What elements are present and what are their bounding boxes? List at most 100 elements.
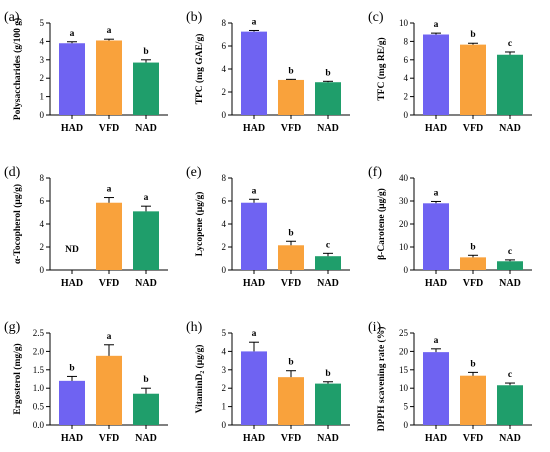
x-tick-label: HAD	[61, 433, 83, 444]
panel-label: (c)	[368, 10, 384, 25]
bar-vfd	[96, 40, 122, 116]
x-tick-label: HAD	[425, 123, 447, 134]
x-tick-label: HAD	[61, 123, 83, 134]
y-tick-label: 0	[40, 265, 45, 275]
x-tick-label: NAD	[499, 278, 521, 289]
y-tick-label: 0	[222, 265, 227, 275]
significance-letter: a	[434, 20, 439, 30]
significance-letter: a	[70, 29, 75, 39]
y-tick-label: 1	[40, 92, 45, 102]
significance-letter: b	[143, 47, 148, 57]
bar-vfd	[278, 245, 304, 270]
panel-label: (i)	[368, 320, 382, 335]
y-tick-label: 8	[222, 173, 227, 183]
y-tick-label: 2.0	[33, 346, 45, 356]
bar-nad	[315, 383, 341, 425]
y-tick-label: 8	[222, 18, 227, 28]
x-tick-label: NAD	[317, 433, 339, 444]
significance-letter: b	[325, 369, 330, 379]
x-tick-label: HAD	[61, 278, 83, 289]
bar-vfd	[96, 202, 122, 270]
panel-i: (i)DPPH scavening rate (%) 0 5 10 15 20 25 HAD a…	[368, 320, 532, 444]
y-tick-label: 15	[399, 365, 409, 375]
y-tick-label: 0	[404, 420, 409, 430]
significance-letter: c	[508, 370, 512, 380]
bar-vfd	[278, 377, 304, 425]
significance-letter: b	[325, 68, 330, 78]
significance-letter: b	[69, 363, 74, 373]
y-tick-label: 4	[404, 73, 409, 83]
significance-letter: b	[143, 375, 148, 385]
y-tick-label: 1.5	[33, 365, 45, 375]
x-tick-label: HAD	[243, 433, 265, 444]
significance-letter: b	[288, 228, 293, 238]
y-axis-label: TPC (mg GAE/g)	[194, 34, 205, 105]
y-tick-label: 6	[404, 55, 409, 65]
x-tick-label: HAD	[425, 433, 447, 444]
y-tick-label: 3	[40, 55, 45, 65]
x-tick-label: HAD	[425, 278, 447, 289]
significance-letter: b	[470, 242, 475, 252]
bar-vfd	[460, 257, 486, 270]
bar-nad	[315, 82, 341, 115]
x-tick-label: VFD	[281, 123, 302, 134]
panel-g: (g) Ergosterol (mg/g) 0.0 0.5 1.0 1.5 2.0 2.5 HA…	[4, 320, 168, 444]
y-tick-label: 20	[399, 346, 409, 356]
panel-label: (b)	[186, 10, 203, 25]
x-tick-label: VFD	[99, 278, 120, 289]
significance-letter: a	[252, 17, 257, 27]
significance-letter: a	[434, 336, 439, 346]
panel-label: (e)	[186, 165, 202, 180]
bar-vfd	[278, 79, 304, 115]
y-tick-label: 10	[399, 383, 409, 393]
y-axis-label: Polysaccharides (g/100 g)	[12, 18, 23, 120]
significance-letter: ND	[65, 245, 79, 255]
y-tick-label: 20	[399, 219, 409, 229]
significance-letter: c	[508, 39, 512, 49]
panel-label: (a)	[4, 10, 20, 25]
panel-a: (a)Polysaccharides (g/100 g) 0 1 2 3 4 5 HAD a VF…	[4, 10, 168, 134]
bar-nad	[497, 385, 523, 425]
y-tick-label: 4	[222, 346, 227, 356]
y-tick-label: 8	[40, 173, 45, 183]
y-tick-label: 4	[40, 219, 45, 229]
panel-d: (d) α-Tocopherol (μg/g) 0 2 4 6 8 HAD ND VFD a NAD a	[4, 165, 168, 289]
panel-h: (h) VitaminD₂ (μg/g) 0 1 2 3 4 5 HAD a VFD b NAD b	[186, 320, 350, 444]
significance-letter: c	[508, 247, 512, 257]
y-tick-label: 0	[222, 110, 227, 120]
y-tick-label: 0	[404, 265, 409, 275]
bar-nad	[497, 261, 523, 270]
bar-had	[241, 351, 267, 425]
y-tick-label: 2	[40, 73, 45, 83]
bar-vfd	[96, 355, 122, 425]
bar-nad	[497, 54, 523, 115]
y-tick-label: 0.0	[33, 420, 45, 430]
y-axis-label: DPPH scavening rate (%)	[376, 327, 387, 432]
significance-letter: a	[434, 188, 439, 198]
y-axis-label: TFC (mg RE/g)	[376, 37, 387, 100]
panel-label: (d)	[4, 165, 21, 180]
significance-letter: a	[252, 186, 257, 196]
x-tick-label: NAD	[135, 278, 157, 289]
bar-nad	[315, 256, 341, 270]
significance-letter: a	[107, 332, 112, 342]
y-tick-label: 0	[404, 110, 409, 120]
bar-had	[241, 31, 267, 115]
x-tick-label: NAD	[317, 278, 339, 289]
y-axis-label: VitaminD₂ (μg/g)	[194, 345, 205, 414]
x-tick-label: NAD	[317, 123, 339, 134]
x-tick-label: VFD	[463, 278, 484, 289]
significance-letter: b	[470, 30, 475, 40]
y-tick-label: 0.5	[33, 402, 45, 412]
bar-had	[423, 203, 449, 270]
y-tick-label: 4	[222, 219, 227, 229]
significance-letter: a	[107, 185, 112, 195]
x-tick-label: HAD	[243, 278, 265, 289]
bar-had	[59, 43, 85, 115]
y-tick-label: 2	[40, 242, 45, 252]
significance-letter: a	[144, 193, 149, 203]
panel-label: (g)	[4, 320, 21, 335]
y-tick-label: 4	[222, 64, 227, 74]
y-tick-label: 4	[40, 36, 45, 46]
x-tick-label: VFD	[99, 433, 120, 444]
